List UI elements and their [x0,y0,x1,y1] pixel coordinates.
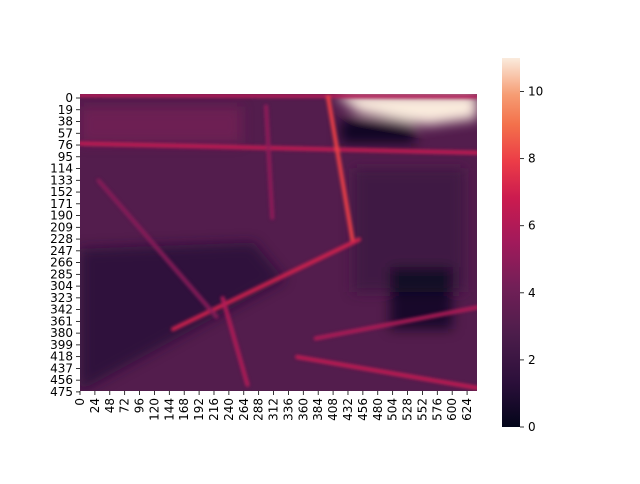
x-tick-label: 528 [401,398,415,421]
y-tick-label: 323 [50,291,73,305]
colorbar-tick-label: 4 [528,286,536,300]
y-tick-label: 361 [50,314,73,328]
x-tick-label: 216 [207,398,221,421]
y-tick-label: 380 [50,326,73,340]
heatmap-streak [171,237,362,332]
y-tick-label: 266 [50,256,73,270]
x-tick-label: 168 [177,398,191,421]
y-tick-label: 247 [50,244,73,258]
x-tick-label: 264 [237,398,251,421]
y-tick-label: 95 [58,150,73,164]
heatmap-region [340,118,415,144]
x-tick-label: 0 [73,398,87,406]
colorbar-tick-label: 0 [528,420,536,434]
y-tick-label: 133 [50,173,73,187]
colorbar-ticks: 0 2 4 6 8 10 [520,85,543,434]
x-tick-label: 48 [103,398,117,413]
x-tick-label: 384 [311,398,325,421]
colorbar-gradient [502,58,520,427]
y-tick-label: 304 [50,279,73,293]
x-tick-label: 192 [192,398,206,421]
y-tick-label: 399 [50,338,73,352]
heatmap-streak [295,354,477,390]
heatmap-streak [220,296,250,387]
x-tick-label: 120 [147,398,161,421]
y-tick-label: 228 [50,232,73,246]
x-tick-label: 624 [460,398,474,421]
y-tick-label: 190 [50,209,73,223]
y-tick-label: 0 [65,91,73,105]
y-tick-label: 418 [50,350,73,364]
heatmap-streak [96,178,219,319]
y-axis: 0193857769511413315217119020922824726628… [50,91,80,399]
x-tick-label: 240 [222,398,236,421]
y-tick-label: 76 [58,138,73,152]
x-tick-label: 480 [371,398,385,421]
x-tick-label: 408 [326,398,340,421]
x-tick-label: 552 [415,398,429,421]
heatmap-streaks [80,94,477,390]
heatmap-streak [264,104,275,220]
x-tick-label: 144 [162,398,176,421]
heatmap-streak [80,94,477,99]
x-tick-label: 336 [281,398,295,421]
y-tick-label: 475 [50,385,73,399]
heatmap-region [80,106,242,144]
x-tick-label: 456 [356,398,370,421]
heatmap-regions [80,94,477,391]
y-tick-label: 38 [58,115,73,129]
x-tick-label: 72 [118,398,132,413]
y-tick-label: 171 [50,197,73,211]
y-tick-label: 437 [50,361,73,375]
colorbar-tick-label: 10 [528,85,543,99]
colorbar-tick-label: 2 [528,353,536,367]
y-tick-label: 342 [50,303,73,317]
heatmap-streak [313,305,477,341]
x-tick-label: 576 [430,398,444,421]
heatmap-plot-area [80,94,477,391]
heatmap-region [334,94,477,125]
x-axis: 0 24 48 72 96 120 144 168 192 216 240 264 288 312 336 3… [73,391,474,421]
y-tick-label: 209 [50,220,73,234]
y-tick-label: 285 [50,267,73,281]
x-tick-label: 360 [296,398,310,421]
y-tick-label: 456 [50,373,73,387]
heatmap-streak [80,141,477,155]
heatmap-region [80,242,285,391]
x-tick-label: 432 [341,398,355,421]
x-tick-label: 312 [267,398,281,421]
x-tick-label: 24 [88,398,102,413]
x-tick-label: 96 [133,398,147,413]
y-tick-label: 57 [58,126,73,140]
colorbar-tick-label: 8 [528,152,536,166]
colorbar-tick-label: 6 [528,219,536,233]
colorbar: 0 2 4 6 8 10 [502,58,543,434]
y-tick-label: 19 [58,103,73,117]
x-tick-label: 600 [445,398,459,421]
y-tick-label: 152 [50,185,73,199]
y-tick-label: 114 [50,162,73,176]
x-tick-label: 504 [386,398,400,421]
heatmap-streak [326,95,355,245]
x-tick-label: 288 [252,398,266,421]
